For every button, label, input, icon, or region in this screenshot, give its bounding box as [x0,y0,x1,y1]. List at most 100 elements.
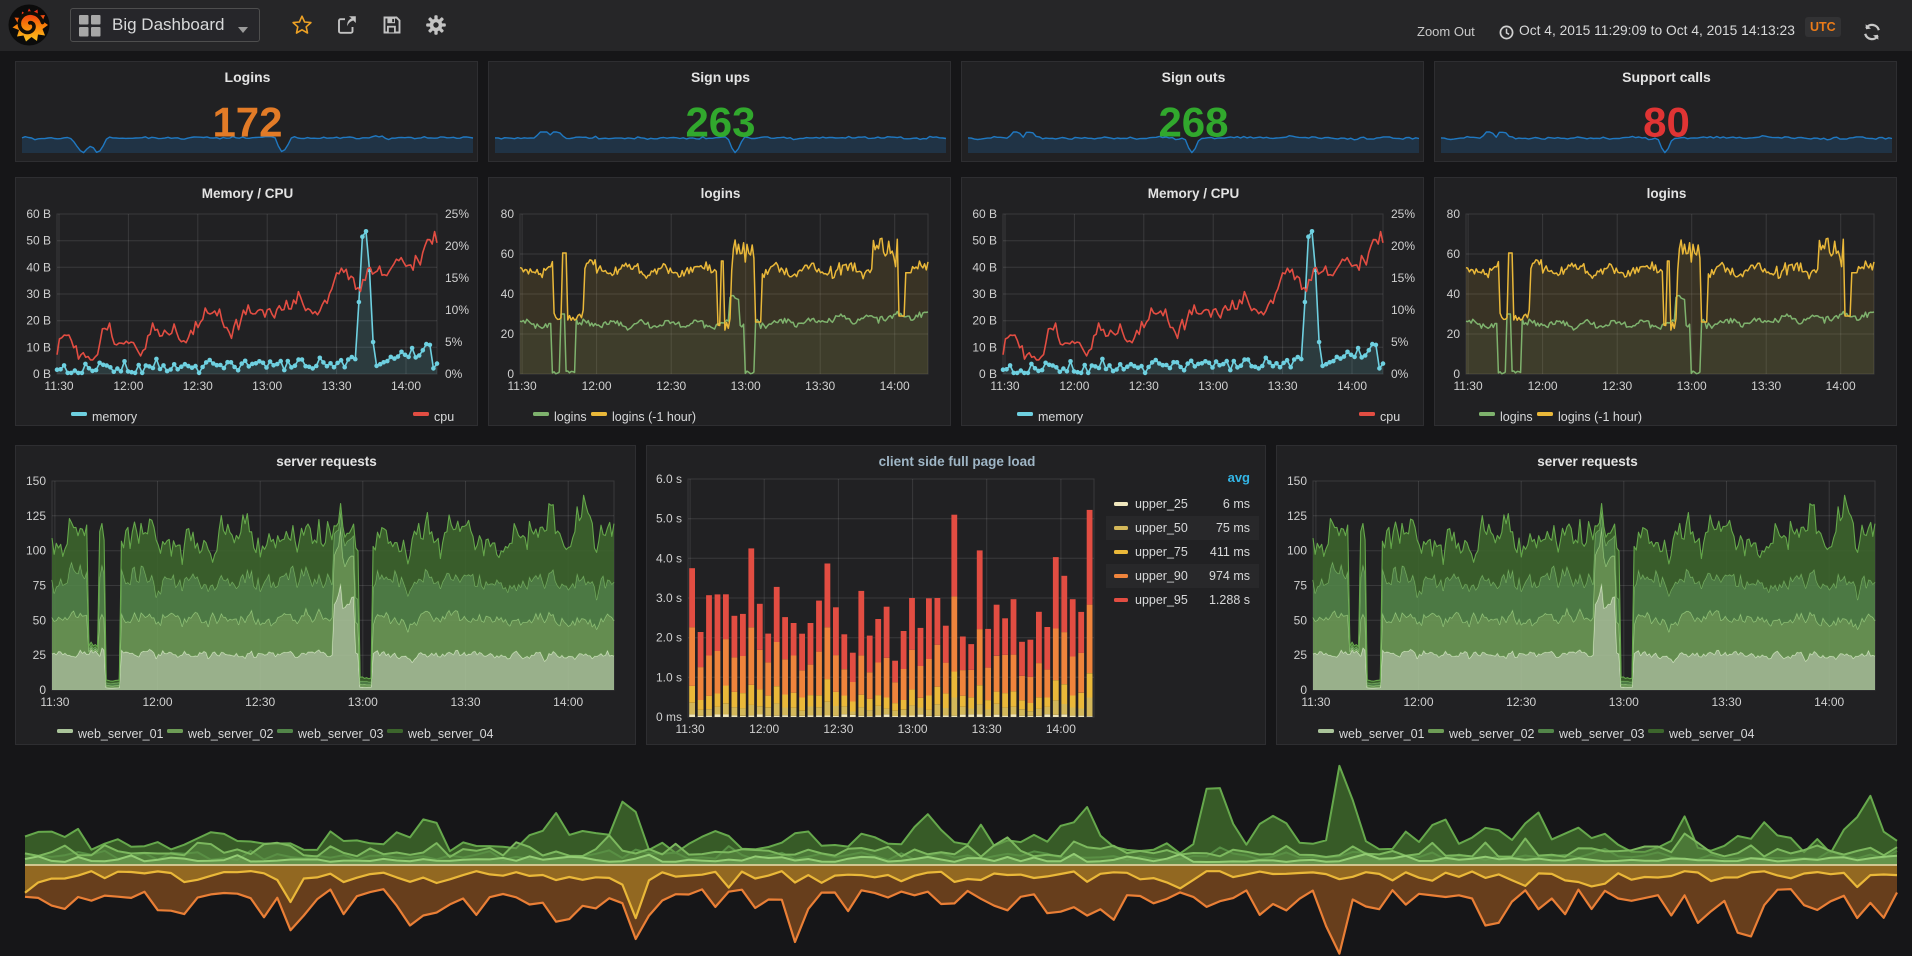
svg-text:upper_25: upper_25 [1135,497,1188,511]
svg-text:14:00: 14:00 [1814,695,1844,709]
svg-text:12:00: 12:00 [113,379,143,393]
svg-text:75: 75 [1294,579,1308,593]
svg-text:logins: logins [1500,410,1533,424]
svg-text:30 B: 30 B [26,287,51,301]
svg-text:13:00: 13:00 [1198,379,1228,393]
svg-text:12:00: 12:00 [582,379,612,393]
svg-text:10 B: 10 B [26,340,51,354]
svg-text:13:00: 13:00 [731,379,761,393]
svg-text:172: 172 [212,99,282,146]
svg-text:0 ms: 0 ms [656,710,682,724]
svg-text:30 B: 30 B [972,287,997,301]
svg-text:100: 100 [26,544,46,558]
svg-text:memory: memory [92,410,138,424]
svg-text:60 B: 60 B [972,207,997,221]
svg-text:Memory / CPU: Memory / CPU [1148,186,1240,201]
svg-text:2.0 s: 2.0 s [656,631,682,645]
svg-text:14:00: 14:00 [553,695,583,709]
svg-text:75 ms: 75 ms [1216,521,1250,535]
svg-text:15%: 15% [1391,271,1415,285]
svg-text:logins (-1 hour): logins (-1 hour) [1558,410,1642,424]
svg-text:10%: 10% [445,303,469,317]
svg-text:60: 60 [501,247,515,261]
svg-text:Sign outs: Sign outs [1162,69,1226,85]
svg-text:15%: 15% [445,271,469,285]
svg-text:3.0 s: 3.0 s [656,591,682,605]
svg-text:50 B: 50 B [972,234,997,248]
svg-text:11:30: 11:30 [1301,695,1330,709]
svg-text:13:30: 13:30 [1751,379,1781,393]
svg-text:5%: 5% [445,335,463,349]
svg-text:12:00: 12:00 [1403,695,1433,709]
svg-text:12:30: 12:30 [1602,379,1632,393]
svg-text:11:30: 11:30 [990,379,1019,393]
svg-text:web_server_02: web_server_02 [187,727,274,741]
svg-text:12:30: 12:30 [656,379,686,393]
svg-text:125: 125 [1287,509,1307,523]
svg-text:10 B: 10 B [972,340,997,354]
svg-text:25%: 25% [445,207,469,221]
svg-text:20%: 20% [1391,239,1415,253]
svg-text:13:30: 13:30 [805,379,835,393]
svg-text:12:30: 12:30 [1129,379,1159,393]
svg-text:20%: 20% [445,239,469,253]
svg-text:13:00: 13:00 [1609,695,1639,709]
svg-text:13:00: 13:00 [348,695,378,709]
svg-text:11:30: 11:30 [1454,379,1483,393]
svg-text:web_server_02: web_server_02 [1448,727,1535,741]
svg-text:11:30: 11:30 [40,695,69,709]
svg-text:0: 0 [1453,367,1460,381]
svg-text:13:00: 13:00 [1677,379,1707,393]
svg-text:12:30: 12:30 [183,379,213,393]
svg-text:cpu: cpu [1380,410,1400,424]
svg-text:13:00: 13:00 [252,379,282,393]
svg-text:0 B: 0 B [979,367,997,381]
svg-text:25%: 25% [1391,207,1415,221]
svg-text:263: 263 [685,99,755,146]
svg-text:5%: 5% [1391,335,1409,349]
svg-text:13:30: 13:30 [450,695,480,709]
svg-text:40 B: 40 B [26,260,51,274]
svg-text:logins: logins [1647,186,1687,201]
svg-text:memory: memory [1038,410,1084,424]
svg-text:50: 50 [33,613,47,627]
svg-text:411 ms: 411 ms [1210,545,1250,559]
svg-text:20: 20 [1447,327,1461,341]
svg-text:150: 150 [26,474,46,488]
svg-text:server requests: server requests [276,454,377,469]
svg-text:Logins: Logins [225,69,271,85]
svg-text:upper_95: upper_95 [1135,593,1188,607]
svg-text:11:30: 11:30 [508,379,537,393]
svg-text:50: 50 [1294,613,1308,627]
svg-text:12:00: 12:00 [1528,379,1558,393]
svg-text:0: 0 [507,367,514,381]
svg-text:80: 80 [501,207,515,221]
svg-text:Sign ups: Sign ups [691,69,750,85]
svg-text:100: 100 [1287,544,1307,558]
svg-text:13:30: 13:30 [322,379,352,393]
svg-text:6.0 s: 6.0 s [656,472,682,486]
svg-text:40 B: 40 B [972,260,997,274]
svg-text:upper_75: upper_75 [1135,545,1188,559]
svg-text:5.0 s: 5.0 s [656,512,682,526]
svg-text:server requests: server requests [1537,454,1638,469]
svg-text:14:00: 14:00 [1337,379,1367,393]
svg-text:0%: 0% [445,367,463,381]
svg-text:14:00: 14:00 [1826,379,1856,393]
svg-text:12:30: 12:30 [823,722,853,736]
svg-text:13:30: 13:30 [1268,379,1298,393]
svg-text:60 B: 60 B [26,207,51,221]
svg-text:1.288 s: 1.288 s [1209,593,1250,607]
svg-text:974 ms: 974 ms [1209,569,1250,583]
svg-text:20 B: 20 B [972,314,997,328]
svg-text:14:00: 14:00 [880,379,910,393]
svg-text:40: 40 [501,287,515,301]
svg-text:0: 0 [39,683,46,697]
svg-text:13:30: 13:30 [972,722,1002,736]
svg-text:6 ms: 6 ms [1223,497,1250,511]
svg-text:80: 80 [1447,207,1461,221]
svg-text:web_server_04: web_server_04 [1668,727,1755,741]
svg-text:upper_50: upper_50 [1135,521,1188,535]
svg-text:25: 25 [1294,648,1308,662]
svg-text:logins: logins [701,186,741,201]
